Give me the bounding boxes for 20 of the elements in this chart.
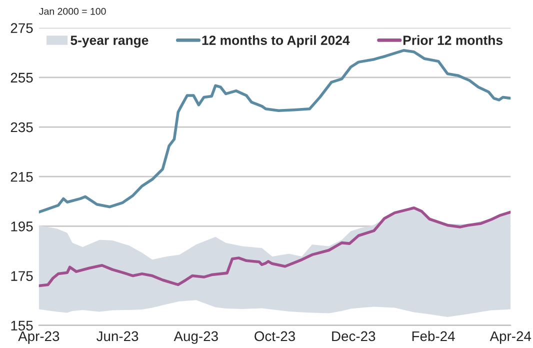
legend-label: 12 months to April 2024 — [202, 35, 350, 48]
x-tick-label: Apr-23 — [18, 331, 60, 344]
x-tick-label: Dec-23 — [332, 331, 376, 342]
text: Jan 2000 = 100 — [39, 8, 106, 15]
x-tick-label: Apr-24 — [490, 331, 532, 344]
x-tick-label: Feb-24 — [412, 330, 455, 342]
x-tick-label: Jun-23 — [96, 331, 138, 342]
y-tick-label: 215 — [10, 172, 33, 182]
y-tick-label: 275 — [10, 23, 33, 34]
y-tick-label: 255 — [10, 72, 33, 83]
x-tick-label: Aug-23 — [174, 331, 218, 344]
y-tick-label: 175 — [11, 271, 33, 281]
x-tick-label: Oct-23 — [254, 331, 295, 342]
y-tick-label: 235 — [10, 122, 33, 132]
y-tick-label: 155 — [11, 320, 33, 331]
legend-label: 5-year range — [70, 36, 148, 48]
y-tick-label: 195 — [11, 222, 33, 232]
line-series — [38, 49, 511, 214]
legend-label: Prior 12 months — [403, 35, 503, 45]
line-series — [38, 206, 511, 288]
